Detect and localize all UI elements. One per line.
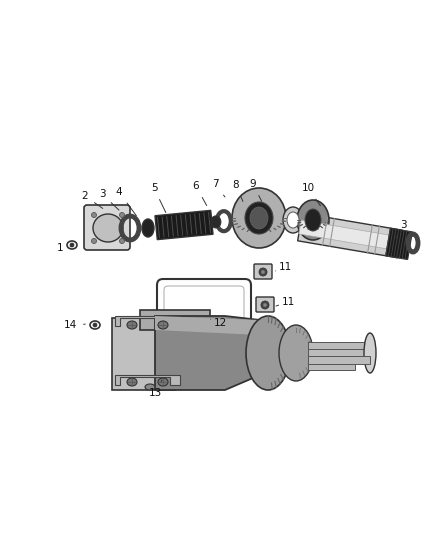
Ellipse shape: [297, 200, 329, 240]
Polygon shape: [308, 356, 370, 364]
Ellipse shape: [259, 268, 267, 276]
Polygon shape: [140, 310, 210, 330]
Ellipse shape: [92, 213, 96, 217]
Polygon shape: [155, 316, 260, 335]
Text: 2: 2: [82, 191, 103, 208]
Polygon shape: [115, 375, 180, 385]
Ellipse shape: [145, 384, 155, 390]
Ellipse shape: [120, 238, 124, 244]
Ellipse shape: [127, 321, 137, 329]
Ellipse shape: [305, 209, 321, 231]
Ellipse shape: [93, 214, 123, 242]
Ellipse shape: [287, 212, 299, 228]
Polygon shape: [155, 211, 213, 240]
Ellipse shape: [142, 219, 154, 237]
Ellipse shape: [245, 202, 273, 234]
Polygon shape: [385, 228, 412, 260]
Polygon shape: [308, 342, 370, 350]
Polygon shape: [115, 316, 180, 326]
Polygon shape: [298, 213, 403, 258]
Ellipse shape: [158, 378, 168, 386]
Ellipse shape: [70, 243, 74, 247]
Ellipse shape: [283, 207, 303, 233]
Ellipse shape: [158, 321, 168, 329]
Ellipse shape: [127, 378, 137, 386]
FancyBboxPatch shape: [157, 279, 251, 368]
Text: 14: 14: [64, 320, 85, 330]
Polygon shape: [308, 364, 355, 370]
FancyBboxPatch shape: [164, 286, 244, 361]
Ellipse shape: [90, 321, 100, 329]
Text: 12: 12: [211, 318, 226, 328]
Polygon shape: [299, 220, 401, 251]
Ellipse shape: [211, 216, 221, 228]
Text: 3: 3: [396, 220, 406, 238]
Ellipse shape: [261, 301, 269, 309]
Ellipse shape: [93, 323, 97, 327]
FancyBboxPatch shape: [256, 297, 274, 312]
Text: 3: 3: [99, 189, 119, 210]
Polygon shape: [308, 349, 370, 357]
FancyBboxPatch shape: [84, 205, 130, 250]
Ellipse shape: [263, 303, 267, 307]
Ellipse shape: [232, 188, 286, 248]
Text: 7: 7: [212, 179, 225, 197]
Text: 13: 13: [148, 380, 162, 398]
Ellipse shape: [250, 207, 268, 229]
Polygon shape: [155, 316, 260, 390]
Text: 6: 6: [193, 181, 207, 206]
Ellipse shape: [67, 241, 77, 249]
Ellipse shape: [261, 270, 265, 274]
Polygon shape: [112, 318, 182, 390]
Text: 4: 4: [116, 187, 136, 216]
Ellipse shape: [120, 213, 124, 217]
Text: 10: 10: [301, 183, 321, 206]
FancyBboxPatch shape: [254, 264, 272, 279]
Text: 1: 1: [57, 243, 72, 253]
Text: 11: 11: [276, 262, 292, 272]
Text: 5: 5: [151, 183, 166, 213]
Ellipse shape: [364, 333, 376, 373]
Text: 11: 11: [276, 297, 295, 307]
Ellipse shape: [92, 238, 96, 244]
Ellipse shape: [246, 316, 290, 390]
Text: 9: 9: [250, 179, 262, 201]
Ellipse shape: [279, 325, 313, 381]
Text: 8: 8: [233, 180, 243, 201]
